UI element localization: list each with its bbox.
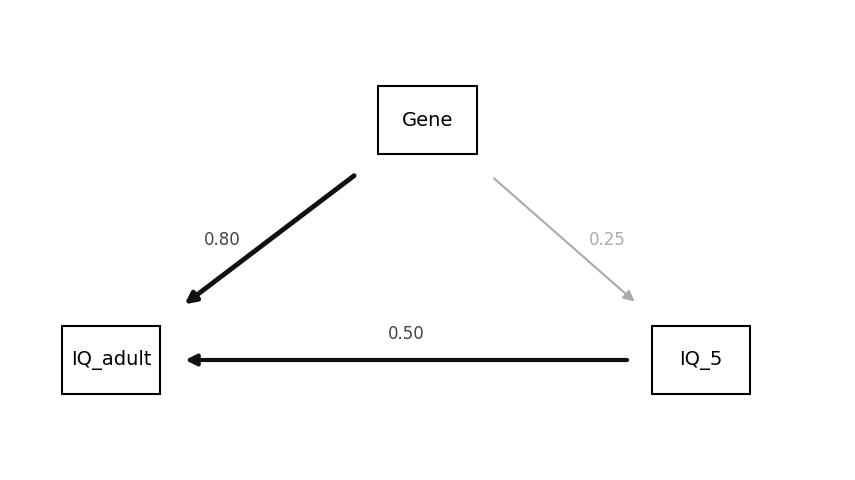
Text: Gene: Gene: [402, 110, 453, 130]
FancyBboxPatch shape: [378, 86, 477, 154]
Text: 0.50: 0.50: [388, 324, 424, 343]
FancyBboxPatch shape: [652, 326, 751, 394]
Text: IQ_5: IQ_5: [680, 350, 722, 370]
Text: IQ_adult: IQ_adult: [71, 350, 151, 370]
Text: 0.25: 0.25: [588, 231, 626, 249]
FancyBboxPatch shape: [62, 326, 161, 394]
Text: 0.80: 0.80: [204, 231, 240, 249]
